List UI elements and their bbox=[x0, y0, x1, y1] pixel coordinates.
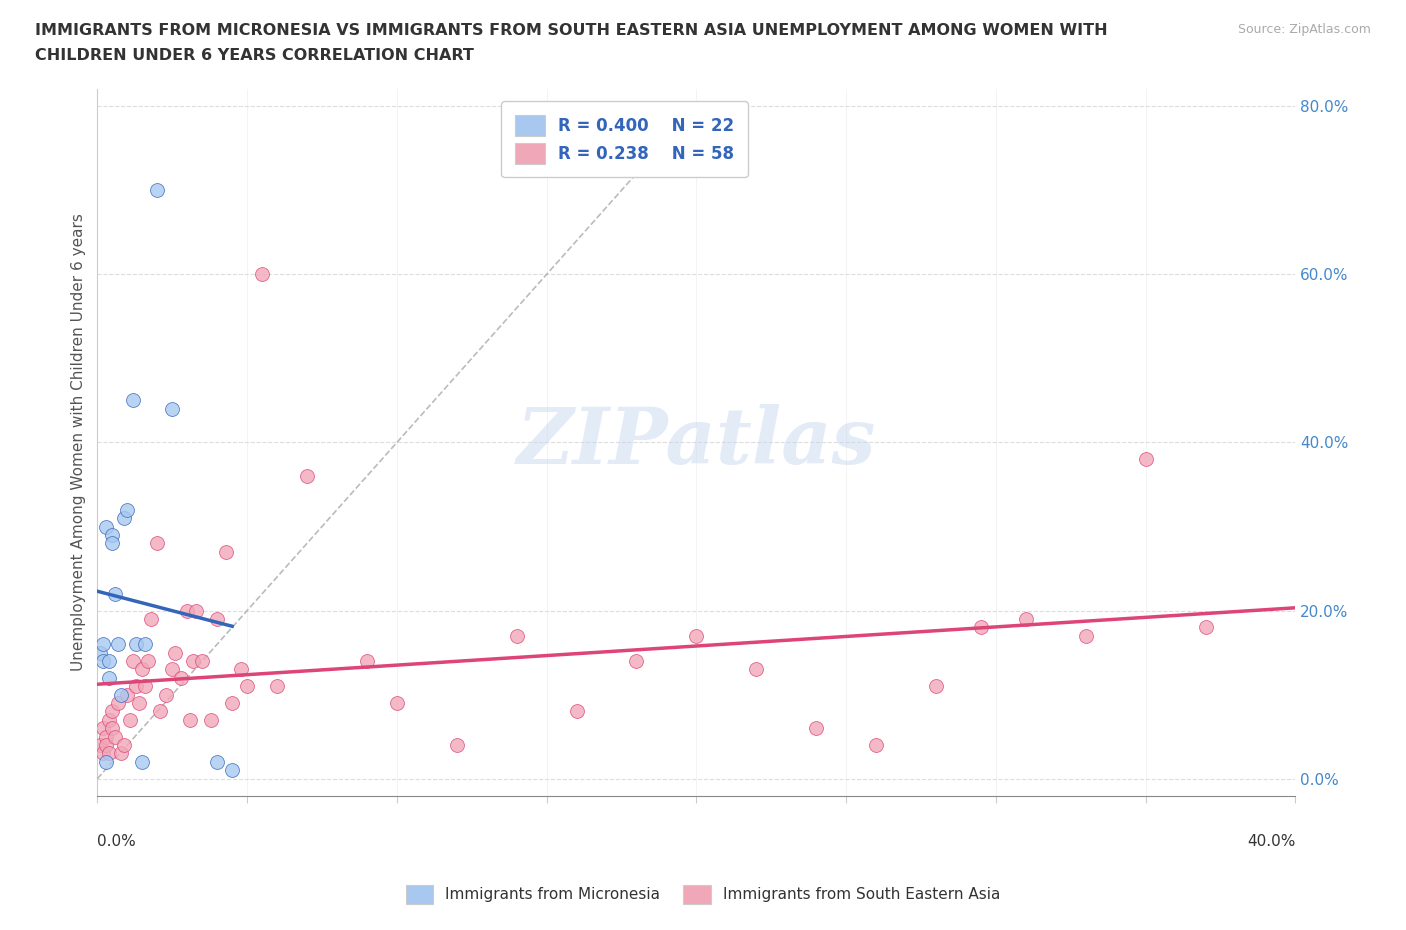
Point bbox=[745, 662, 768, 677]
Point bbox=[112, 737, 135, 752]
Point bbox=[685, 629, 707, 644]
Point bbox=[93, 746, 115, 761]
Point bbox=[181, 654, 204, 669]
Point bbox=[89, 645, 111, 660]
Point bbox=[98, 671, 121, 685]
Point bbox=[98, 654, 121, 669]
Point bbox=[134, 637, 156, 652]
Point bbox=[170, 671, 193, 685]
Point bbox=[107, 696, 129, 711]
Point bbox=[125, 679, 148, 694]
Point bbox=[565, 704, 588, 719]
Point bbox=[104, 729, 127, 744]
Point bbox=[131, 754, 153, 769]
Point bbox=[125, 637, 148, 652]
Point bbox=[250, 267, 273, 282]
Point bbox=[136, 654, 159, 669]
Text: ZIPatlas: ZIPatlas bbox=[517, 405, 876, 481]
Text: 0.0%: 0.0% bbox=[97, 834, 136, 849]
Point bbox=[155, 687, 177, 702]
Point bbox=[89, 737, 111, 752]
Text: IMMIGRANTS FROM MICRONESIA VS IMMIGRANTS FROM SOUTH EASTERN ASIA UNEMPLOYMENT AM: IMMIGRANTS FROM MICRONESIA VS IMMIGRANTS… bbox=[35, 23, 1108, 38]
Point bbox=[101, 721, 124, 736]
Point bbox=[176, 604, 198, 618]
Point bbox=[1135, 452, 1157, 467]
Point bbox=[221, 763, 243, 777]
Point bbox=[149, 704, 172, 719]
Text: Source: ZipAtlas.com: Source: ZipAtlas.com bbox=[1237, 23, 1371, 36]
Point bbox=[134, 679, 156, 694]
Point bbox=[122, 393, 145, 408]
Point bbox=[104, 586, 127, 601]
Point bbox=[1074, 629, 1097, 644]
Point bbox=[215, 544, 238, 559]
Point bbox=[117, 502, 139, 517]
Text: 40.0%: 40.0% bbox=[1247, 834, 1295, 849]
Point bbox=[1194, 620, 1216, 635]
Point bbox=[93, 721, 115, 736]
Point bbox=[128, 696, 150, 711]
Point bbox=[96, 737, 118, 752]
Point bbox=[865, 737, 887, 752]
Point bbox=[98, 712, 121, 727]
Point bbox=[146, 536, 169, 551]
Point bbox=[229, 662, 252, 677]
Point bbox=[141, 612, 163, 627]
Point bbox=[93, 654, 115, 669]
Point bbox=[236, 679, 259, 694]
Point bbox=[110, 746, 132, 761]
Legend: Immigrants from Micronesia, Immigrants from South Eastern Asia: Immigrants from Micronesia, Immigrants f… bbox=[398, 877, 1008, 911]
Point bbox=[96, 729, 118, 744]
Point bbox=[160, 402, 183, 417]
Point bbox=[505, 629, 527, 644]
Point bbox=[107, 637, 129, 652]
Point bbox=[120, 712, 142, 727]
Point bbox=[266, 679, 288, 694]
Point bbox=[446, 737, 468, 752]
Point bbox=[806, 721, 828, 736]
Point bbox=[205, 754, 228, 769]
Point bbox=[122, 654, 145, 669]
Point bbox=[970, 620, 993, 635]
Point bbox=[186, 604, 208, 618]
Point bbox=[98, 746, 121, 761]
Point bbox=[356, 654, 378, 669]
Point bbox=[93, 637, 115, 652]
Point bbox=[179, 712, 201, 727]
Point bbox=[117, 687, 139, 702]
Point bbox=[295, 469, 318, 484]
Point bbox=[205, 612, 228, 627]
Point bbox=[221, 696, 243, 711]
Legend: R = 0.400    N = 22, R = 0.238    N = 58: R = 0.400 N = 22, R = 0.238 N = 58 bbox=[502, 101, 748, 178]
Point bbox=[385, 696, 408, 711]
Text: CHILDREN UNDER 6 YEARS CORRELATION CHART: CHILDREN UNDER 6 YEARS CORRELATION CHART bbox=[35, 48, 474, 63]
Point bbox=[191, 654, 214, 669]
Point bbox=[200, 712, 222, 727]
Point bbox=[110, 687, 132, 702]
Point bbox=[1015, 612, 1038, 627]
Point bbox=[165, 645, 187, 660]
Point bbox=[96, 519, 118, 534]
Point bbox=[101, 704, 124, 719]
Point bbox=[626, 654, 648, 669]
Point bbox=[160, 662, 183, 677]
Point bbox=[925, 679, 948, 694]
Point bbox=[101, 536, 124, 551]
Point bbox=[112, 511, 135, 525]
Point bbox=[131, 662, 153, 677]
Point bbox=[96, 754, 118, 769]
Point bbox=[101, 527, 124, 542]
Point bbox=[146, 183, 169, 198]
Y-axis label: Unemployment Among Women with Children Under 6 years: Unemployment Among Women with Children U… bbox=[72, 214, 86, 671]
